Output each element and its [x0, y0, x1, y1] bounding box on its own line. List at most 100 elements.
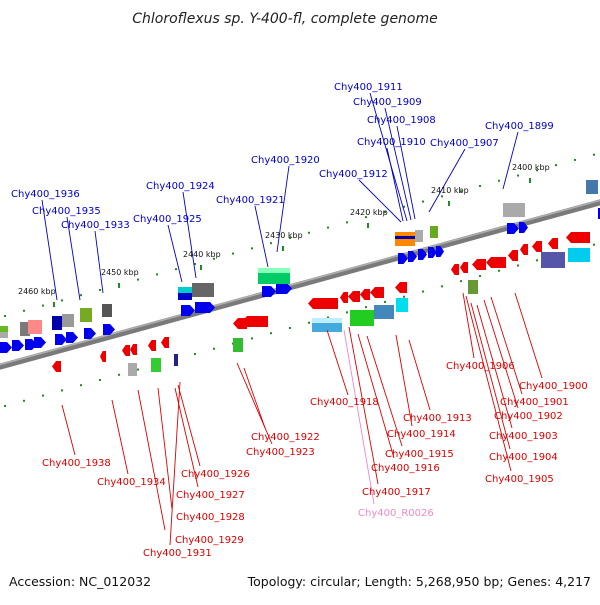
lower-tick-dot: [137, 368, 139, 371]
gene-arrow: [532, 241, 542, 252]
gene-label[interactable]: Chy400_1929: [175, 535, 244, 546]
gene-label[interactable]: Chy400_1907: [430, 138, 499, 149]
leader-line: [358, 179, 402, 223]
leader-line: [428, 148, 466, 213]
upper-tick-dot: [175, 268, 177, 271]
upper-tick-dot: [270, 242, 272, 245]
gene-label[interactable]: Chy400_1921: [216, 195, 285, 206]
gene-arrow: [418, 249, 427, 260]
kbp-label: 2460 kbp: [18, 287, 56, 296]
upper-tick-dot: [346, 221, 348, 224]
upper-tick-dot: [23, 309, 25, 312]
lower-tick-dot: [213, 347, 215, 350]
gene-label[interactable]: Chy400_1902: [494, 411, 563, 422]
lower-tick-dot: [365, 306, 367, 309]
gene-label[interactable]: Chy400_1931: [143, 548, 212, 559]
feature-box: [128, 363, 137, 376]
lower-tick-dot: [479, 274, 481, 277]
gene-label[interactable]: Chy400_1903: [489, 431, 558, 442]
feature-box: [174, 354, 178, 366]
upper-tick-dot: [194, 262, 196, 265]
gene-label[interactable]: Chy400_1926: [181, 469, 250, 480]
gene-label[interactable]: Chy400_1936: [11, 189, 80, 200]
gene-label[interactable]: Chy400_1899: [485, 121, 554, 132]
gene-label[interactable]: Chy400_1908: [367, 115, 436, 126]
gene-arrow: [34, 337, 46, 348]
lower-tick-dot: [536, 259, 538, 262]
lower-tick-dot: [308, 321, 310, 324]
leader-line: [386, 147, 404, 222]
gene-label[interactable]: Chy400_1917: [362, 487, 431, 498]
leader-line: [326, 329, 349, 396]
lower-tick-dot: [61, 389, 63, 392]
gene-label[interactable]: Chy400_1904: [489, 452, 558, 463]
gene-arrow: [348, 291, 360, 302]
leader-line: [167, 224, 183, 283]
gene-arrow: [451, 264, 459, 275]
gene-arrow: [0, 342, 12, 353]
gene-arrow: [130, 344, 137, 355]
upper-tick-dot: [441, 195, 443, 198]
upper-tick-dot: [61, 299, 63, 302]
gene-arrow: [103, 324, 115, 335]
gene-label[interactable]: Chy400_1914: [387, 429, 456, 440]
upper-tick-dot: [365, 216, 367, 219]
gene-label[interactable]: Chy400_1912: [319, 169, 388, 180]
upper-tick-dot: [99, 288, 101, 291]
upper-tick-dot: [137, 278, 139, 281]
leader-line: [470, 302, 511, 450]
lower-tick-dot: [517, 264, 519, 267]
gene-label[interactable]: Chy400_1900: [519, 381, 588, 392]
gene-arrow: [262, 286, 276, 297]
gene-label[interactable]: Chy400_1935: [32, 206, 101, 217]
gene-label[interactable]: Chy400_1916: [371, 463, 440, 474]
feature-box: [541, 252, 565, 268]
gene-label[interactable]: Chy400_1918: [310, 397, 379, 408]
gene-label[interactable]: Chy400_1905: [485, 474, 554, 485]
upper-tick-dot: [289, 236, 291, 239]
lower-tick-dot: [498, 269, 500, 272]
gene-arrow: [100, 351, 106, 362]
lower-tick-dot: [251, 337, 253, 340]
gene-label[interactable]: Chy400_1910: [357, 137, 426, 148]
leader-line: [348, 326, 379, 485]
gene-label[interactable]: Chy400_1933: [61, 220, 130, 231]
gene-label[interactable]: Chy400_1915: [385, 449, 454, 460]
gene-label[interactable]: Chy400_1909: [353, 97, 422, 108]
leader-line: [395, 334, 413, 427]
upper-tick-dot: [156, 273, 158, 276]
gene-label[interactable]: Chy400_1928: [176, 512, 245, 523]
feature-box: [20, 322, 30, 336]
gene-label[interactable]: Chy400_R0026: [358, 508, 434, 519]
gene-label[interactable]: Chy400_1906: [446, 361, 515, 372]
accession-text: Accession: NC_012032: [9, 574, 151, 589]
gene-arrow: [508, 250, 518, 261]
gene-label[interactable]: Chy400_1901: [500, 397, 569, 408]
gene-label[interactable]: Chy400_1925: [133, 214, 202, 225]
feature-box: [52, 316, 62, 330]
gene-label[interactable]: Chy400_1920: [251, 155, 320, 166]
gene-label[interactable]: Chy400_1934: [97, 477, 166, 488]
upper-tick-dot: [4, 315, 6, 317]
leader-line: [243, 367, 266, 429]
gene-label[interactable]: Chy400_1913: [403, 413, 472, 424]
gene-arrow: [84, 328, 96, 339]
gene-arrow: [486, 257, 506, 268]
gene-label[interactable]: Chy400_1924: [146, 181, 215, 192]
lower-tick-dot: [441, 285, 443, 288]
topology-text: Topology: circular; Length: 5,268,950 bp…: [247, 574, 591, 589]
gene-arrow: [520, 244, 528, 255]
gene-label[interactable]: Chy400_1911: [334, 82, 403, 93]
kbp-label: 2410 kbp: [431, 186, 469, 195]
leader-line: [254, 205, 269, 268]
gene-label[interactable]: Chy400_1922: [251, 432, 320, 443]
gene-label[interactable]: Chy400_1927: [176, 490, 245, 501]
feature-box: [503, 203, 525, 217]
leader-line: [276, 165, 290, 253]
leader-line: [369, 92, 408, 222]
leader-line: [462, 292, 475, 359]
gene-label[interactable]: Chy400_1938: [42, 458, 111, 469]
leader-line: [94, 230, 104, 294]
leader-line: [384, 107, 412, 221]
gene-label[interactable]: Chy400_1923: [246, 447, 315, 458]
